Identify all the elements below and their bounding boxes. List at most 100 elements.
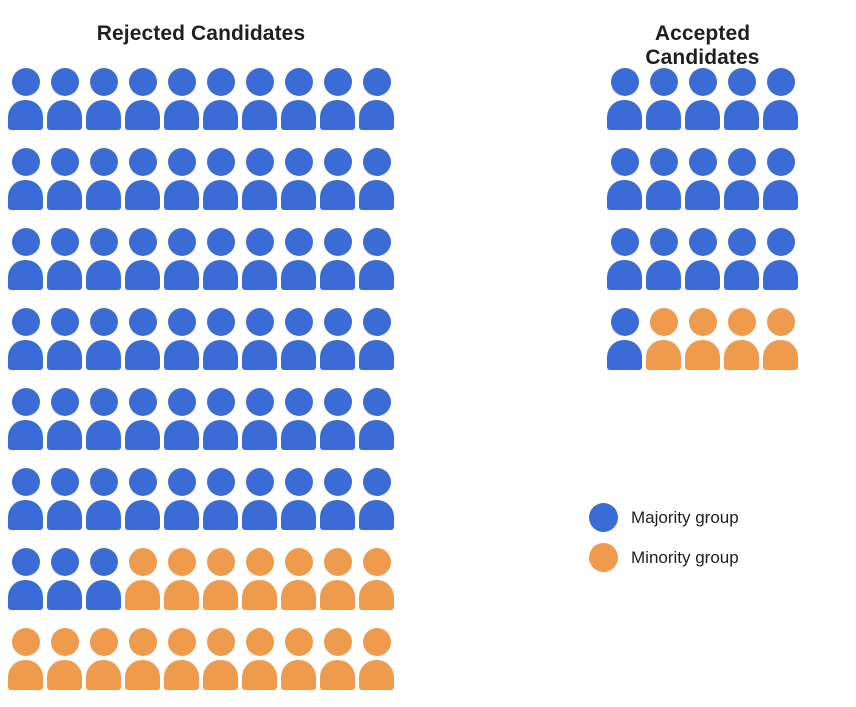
person-head	[11, 68, 40, 96]
person-head	[167, 308, 196, 336]
person-body	[203, 500, 238, 530]
person-body	[724, 260, 759, 290]
person-head	[688, 68, 717, 96]
person-body	[47, 340, 82, 370]
person-head	[323, 228, 352, 256]
person-body	[203, 180, 238, 210]
person-body	[203, 340, 238, 370]
person-body	[646, 340, 681, 370]
minority-person-icon	[359, 548, 394, 610]
majority-person-icon	[203, 468, 238, 530]
minority-person-icon	[320, 548, 355, 610]
person-head	[89, 228, 118, 256]
person-head	[128, 308, 157, 336]
majority-person-icon	[359, 68, 394, 130]
person-body	[320, 340, 355, 370]
person-head	[323, 68, 352, 96]
minority-person-icon	[164, 628, 199, 690]
majority-person-icon	[320, 228, 355, 290]
person-body	[242, 580, 277, 610]
person-head	[167, 628, 196, 656]
minority-person-icon	[125, 628, 160, 690]
person-head	[128, 628, 157, 656]
person-body	[125, 580, 160, 610]
person-body	[646, 100, 681, 130]
majority-person-icon	[646, 68, 681, 130]
majority-person-icon	[8, 308, 43, 370]
person-body	[320, 180, 355, 210]
person-head	[362, 468, 391, 496]
person-body	[8, 260, 43, 290]
person-head	[245, 68, 274, 96]
minority-person-icon	[203, 548, 238, 610]
person-body	[125, 420, 160, 450]
person-body	[86, 420, 121, 450]
person-head	[323, 628, 352, 656]
person-head	[89, 628, 118, 656]
person-head	[167, 388, 196, 416]
minority-swatch-icon	[589, 543, 618, 572]
majority-person-icon	[763, 68, 798, 130]
person-head	[128, 468, 157, 496]
person-body	[125, 260, 160, 290]
majority-person-icon	[203, 228, 238, 290]
person-body	[281, 180, 316, 210]
majority-person-icon	[607, 308, 642, 370]
majority-person-icon	[203, 308, 238, 370]
majority-person-icon	[685, 148, 720, 210]
majority-person-icon	[724, 68, 759, 130]
person-body	[281, 660, 316, 690]
person-body	[281, 260, 316, 290]
majority-person-icon	[86, 148, 121, 210]
person-head	[688, 308, 717, 336]
person-body	[281, 340, 316, 370]
person-head	[50, 148, 79, 176]
minority-person-icon	[320, 628, 355, 690]
person-body	[8, 500, 43, 530]
person-body	[125, 660, 160, 690]
person-body	[47, 100, 82, 130]
accepted-candidates-title: Accepted Candidates	[645, 22, 760, 69]
majority-person-icon	[203, 68, 238, 130]
majority-person-icon	[763, 228, 798, 290]
legend-label-minority: Minority group	[631, 547, 739, 567]
person-head	[688, 148, 717, 176]
majority-person-icon	[607, 148, 642, 210]
person-body	[125, 180, 160, 210]
person-body	[203, 660, 238, 690]
majority-person-icon	[86, 388, 121, 450]
person-head	[11, 548, 40, 576]
accepted-candidates-grid	[607, 68, 798, 370]
majority-person-icon	[47, 388, 82, 450]
person-body	[164, 340, 199, 370]
person-head	[323, 388, 352, 416]
person-head	[727, 228, 756, 256]
person-body	[203, 580, 238, 610]
majority-person-icon	[125, 228, 160, 290]
person-body	[281, 580, 316, 610]
person-body	[203, 420, 238, 450]
person-body	[607, 260, 642, 290]
majority-person-icon	[47, 148, 82, 210]
person-body	[242, 260, 277, 290]
person-head	[89, 388, 118, 416]
majority-person-icon	[125, 468, 160, 530]
majority-person-icon	[646, 228, 681, 290]
person-body	[86, 340, 121, 370]
person-body	[359, 500, 394, 530]
person-head	[206, 388, 235, 416]
person-body	[86, 260, 121, 290]
person-head	[362, 388, 391, 416]
majority-person-icon	[724, 148, 759, 210]
minority-person-icon	[281, 628, 316, 690]
person-body	[86, 100, 121, 130]
person-head	[11, 388, 40, 416]
majority-person-icon	[281, 148, 316, 210]
person-body	[359, 340, 394, 370]
majority-person-icon	[607, 68, 642, 130]
majority-person-icon	[281, 68, 316, 130]
person-head	[128, 388, 157, 416]
person-body	[125, 100, 160, 130]
minority-person-icon	[646, 308, 681, 370]
majority-person-icon	[607, 228, 642, 290]
